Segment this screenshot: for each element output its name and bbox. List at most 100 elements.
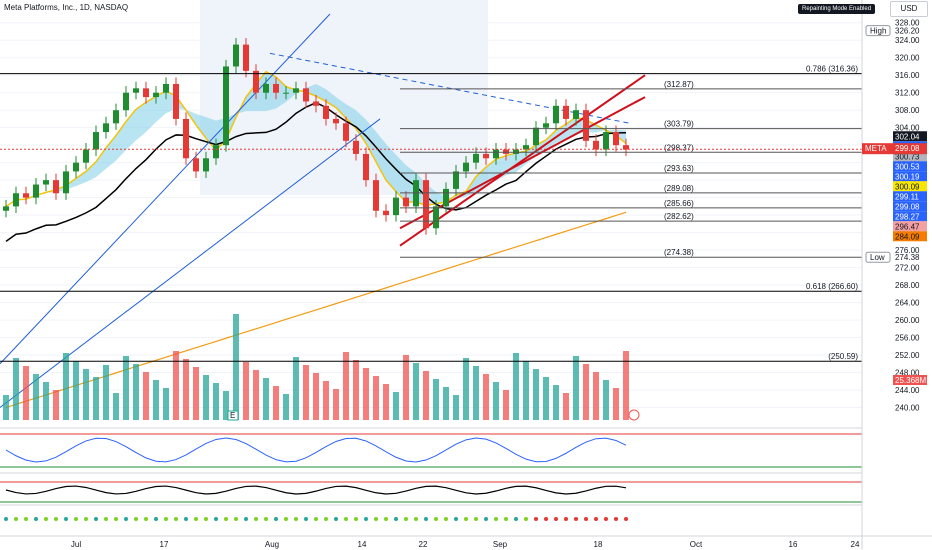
- y-tick-label: 312.00: [895, 89, 920, 98]
- axis-tag-label: 302.04: [895, 132, 920, 141]
- candle-body: [603, 132, 609, 150]
- volume-bar: [143, 372, 149, 420]
- candle-body: [153, 92, 159, 98]
- level-label: (298.37): [664, 143, 694, 152]
- candle-body: [63, 171, 69, 194]
- volume-bar: [473, 366, 479, 420]
- volume-bar: [583, 364, 589, 420]
- volume-bar: [333, 389, 339, 420]
- y-tick-label: 304.00: [895, 124, 920, 133]
- osc3-dot: [504, 517, 508, 521]
- symbol-title[interactable]: Meta Platforms, Inc., 1D, NASDAQ: [4, 3, 129, 12]
- ema-cloud: [6, 71, 626, 207]
- price-tag-value-text: 299.08: [895, 144, 920, 153]
- osc3-dot: [444, 517, 448, 521]
- volume-bar: [353, 360, 359, 420]
- osc3-dot: [264, 517, 268, 521]
- volume-bar: [303, 365, 309, 420]
- x-tick-label: Aug: [265, 540, 279, 549]
- currency-button[interactable]: USD: [890, 1, 928, 17]
- osc3-dot: [484, 517, 488, 521]
- candle-body: [163, 83, 169, 93]
- y-tick-label: 244.00: [895, 386, 920, 395]
- candle-body: [123, 92, 129, 111]
- osc3-dot: [594, 517, 598, 521]
- axis-tag-label: 300.19: [895, 172, 920, 181]
- axis-tag-label: 299.08: [895, 202, 920, 211]
- volume-bar: [33, 374, 39, 420]
- level-label: (285.66): [664, 199, 694, 208]
- candle-body: [113, 110, 119, 124]
- volume-bar: [383, 384, 389, 420]
- time-axis[interactable]: Jul 17 Aug 14 22 Sep 18 Oct 16 24: [0, 535, 932, 549]
- osc3-dot: [154, 517, 158, 521]
- volume-bar: [513, 353, 519, 420]
- price-axis[interactable]: 240.00 244.00 248.00 252.00 256.00 260.00 264.…: [861, 0, 932, 550]
- axis-tag-label: High: [870, 27, 886, 36]
- candle-body: [223, 66, 229, 146]
- osc3-dot: [204, 517, 208, 521]
- candle-body: [253, 70, 259, 93]
- candle-body: [373, 180, 379, 211]
- volume-bar: [243, 362, 249, 420]
- osc3-dot: [324, 517, 328, 521]
- volume-bar: [433, 379, 439, 420]
- candle-body: [313, 101, 319, 106]
- axis-tag: [893, 131, 927, 142]
- candle-body: [203, 158, 209, 172]
- osc3-dot: [314, 517, 318, 521]
- axis-tag: [893, 161, 927, 172]
- candle-body: [133, 88, 139, 93]
- y-tick-label: 268.00: [895, 281, 920, 290]
- volume-bar: [153, 380, 159, 420]
- candle-body: [453, 171, 459, 189]
- osc3-dot: [44, 517, 48, 521]
- volume-bar: [523, 361, 529, 420]
- y-tick-label: 308.00: [895, 106, 920, 115]
- x-tick-label: 18: [594, 540, 603, 549]
- axis-tag-label: 299.11: [895, 192, 919, 201]
- axis-tag: [893, 221, 927, 232]
- axis-tag: [893, 231, 927, 242]
- axis-tag: [893, 151, 927, 162]
- candle-body: [43, 180, 49, 185]
- y-tick-label: 248.00: [895, 369, 920, 378]
- osc3-dot: [174, 517, 178, 521]
- candles: [3, 38, 629, 235]
- osc3-dot: [604, 517, 608, 521]
- y-tick-label: 320.00: [895, 54, 920, 63]
- channel-upper-line: [0, 13, 331, 365]
- volume-bar: [323, 381, 329, 420]
- osc3-dot: [14, 517, 18, 521]
- candle-body: [443, 188, 449, 207]
- candle-body: [3, 206, 9, 211]
- candle-body: [293, 88, 299, 93]
- osc3-dot: [4, 517, 8, 521]
- axis-tag: [893, 201, 927, 212]
- osc3-dot: [454, 517, 458, 521]
- axis-tag: [893, 181, 927, 192]
- x-tick-label: 14: [358, 540, 367, 549]
- volume-bar: [403, 355, 409, 420]
- volume-bar: [183, 359, 189, 420]
- candle-body: [623, 145, 629, 150]
- y-tick-label: 276.00: [895, 246, 920, 255]
- candle-body: [343, 123, 349, 141]
- candle-body: [263, 83, 269, 93]
- osc3-dot: [94, 517, 98, 521]
- volume-bar: [343, 352, 349, 420]
- osc3-dot: [574, 517, 578, 521]
- candle-body: [173, 83, 179, 119]
- chart-header: Meta Platforms, Inc., 1D, NASDAQ: [4, 3, 128, 12]
- volume-bar: [423, 371, 429, 420]
- candle-body: [423, 180, 429, 229]
- osc3-dot: [114, 517, 118, 521]
- osc3-dot: [64, 517, 68, 521]
- osc3-dot: [434, 517, 438, 521]
- y-tick-label: 240.00: [895, 404, 920, 413]
- osc3-dot: [194, 517, 198, 521]
- volume-bar: [213, 383, 219, 420]
- highlight-region: [200, 0, 488, 195]
